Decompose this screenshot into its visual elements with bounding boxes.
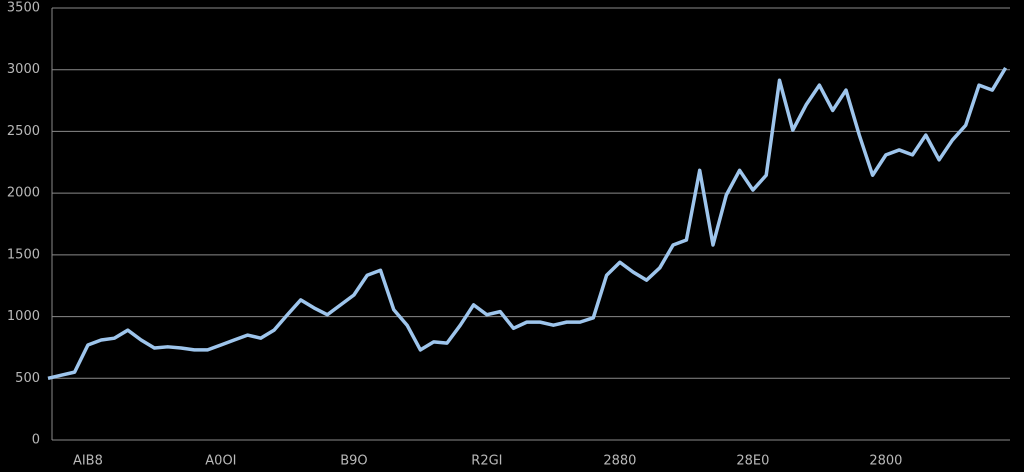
y-tick-label: 1500 bbox=[7, 247, 40, 262]
x-tick-label: 28E0 bbox=[736, 454, 769, 469]
y-tick-label: 3000 bbox=[7, 62, 40, 77]
y-tick-label: 0 bbox=[32, 433, 40, 448]
y-tick-label: 500 bbox=[15, 371, 40, 386]
x-tick-label: R2GI bbox=[471, 454, 502, 469]
y-tick-label: 2500 bbox=[7, 124, 40, 139]
x-tick-label: 2880 bbox=[603, 454, 636, 469]
line-series bbox=[47, 66, 1008, 380]
x-tick-label: B9O bbox=[340, 454, 367, 469]
y-tick-label: 3500 bbox=[7, 1, 40, 16]
x-tick-label: 2800 bbox=[869, 454, 902, 469]
y-tick-label: 1000 bbox=[7, 309, 40, 324]
y-tick-label: 2000 bbox=[7, 186, 40, 201]
x-tick-label: AIB8 bbox=[73, 454, 103, 469]
x-tick-label: A0OI bbox=[205, 454, 236, 469]
